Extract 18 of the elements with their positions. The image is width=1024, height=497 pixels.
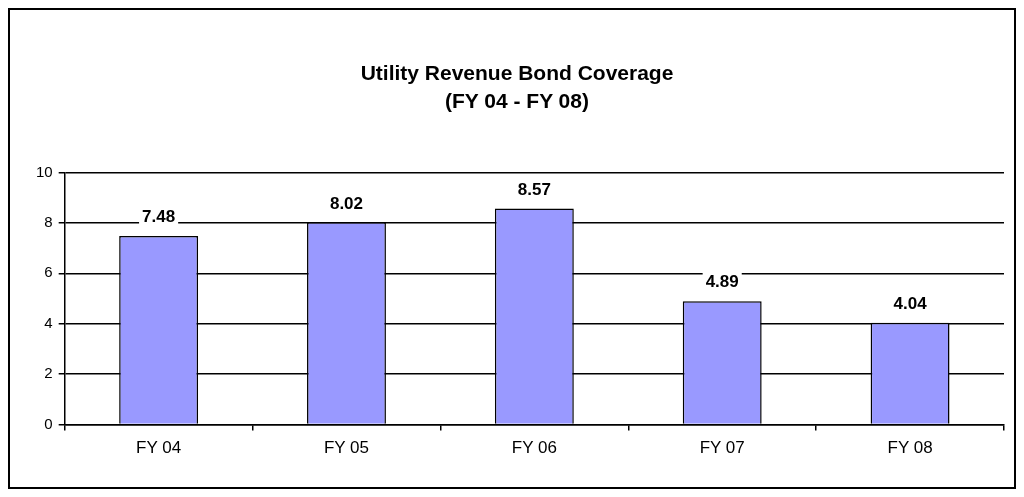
chart-subtitle: (FY 04 - FY 08) [445, 88, 589, 112]
y-tick-label: 10 [36, 162, 53, 180]
y-tick-label: 6 [44, 263, 53, 281]
y-tick-label: 8 [44, 212, 53, 230]
data-label: 8.02 [329, 193, 364, 213]
chart-title: Utility Revenue Bond Coverage [360, 61, 674, 85]
data-label: 4.04 [893, 293, 928, 313]
x-tick-label: FY 06 [511, 438, 557, 458]
data-label: 8.57 [517, 179, 551, 199]
x-tick-label: FY 08 [887, 438, 933, 458]
x-tick-label: FY 07 [699, 438, 745, 458]
y-tick-label: 0 [44, 414, 53, 432]
x-tick-label: FY 05 [323, 438, 370, 458]
y-tick-label: 2 [44, 364, 53, 382]
data-label: 4.89 [705, 272, 739, 292]
data-label: 7.48 [142, 207, 176, 227]
x-tick-label: FY 04 [136, 438, 182, 458]
y-tick-label: 4 [44, 313, 53, 331]
